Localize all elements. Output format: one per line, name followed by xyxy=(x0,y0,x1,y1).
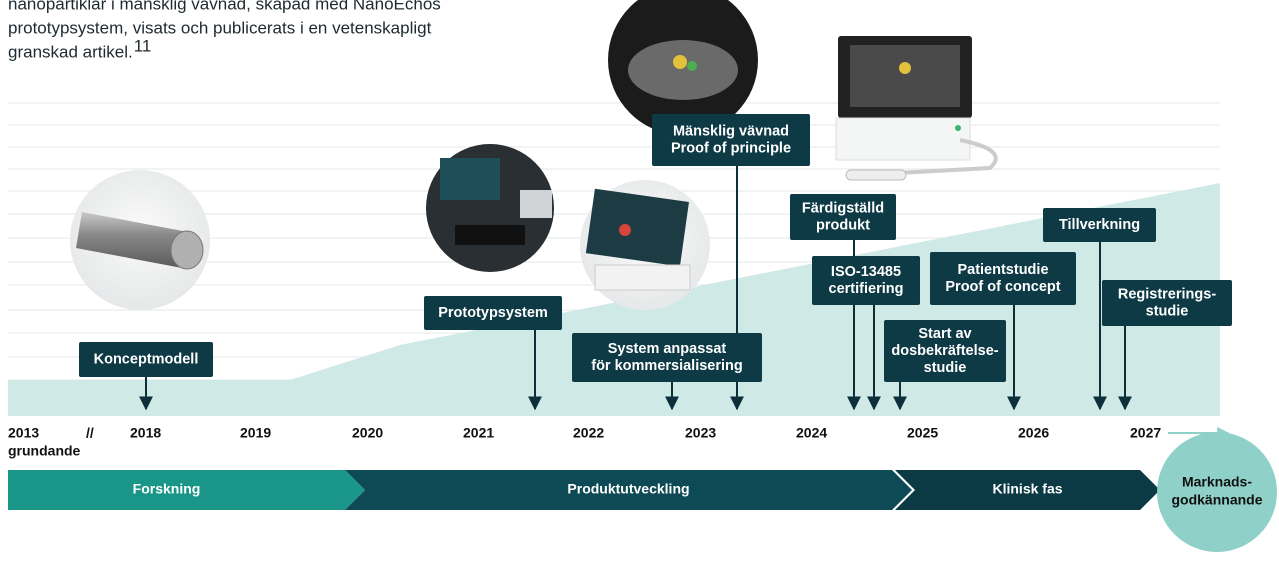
year-label: 2020 xyxy=(352,425,383,441)
year-label: 2024 xyxy=(796,425,827,441)
start-note: grundande xyxy=(8,443,81,459)
year-label: 2021 xyxy=(463,425,494,441)
year-label: 2027 xyxy=(1130,425,1161,441)
milestone-label: ISO-13485 xyxy=(831,264,901,280)
milestone-label: System anpassat xyxy=(608,341,727,357)
year-label: 2026 xyxy=(1018,425,1049,441)
image-device xyxy=(836,36,996,180)
intro-line: nanopartiklar i mänsklig vävnad, skapad … xyxy=(8,0,441,13)
milestone-label: Färdigställd xyxy=(802,200,884,216)
milestone-label: studie xyxy=(924,360,967,376)
phase-label: Forskning xyxy=(133,481,201,497)
milestone-label: för kommersialisering xyxy=(591,358,743,374)
milestone-label: Registrerings- xyxy=(1118,286,1216,302)
phases: Forskning Produktutveckling Klinisk fas xyxy=(8,470,1160,510)
year-label: 2013 xyxy=(8,425,39,441)
timeline-page: nanopartiklar i mänsklig vävnad, skapad … xyxy=(0,0,1279,556)
intro-line: granskad artikel. xyxy=(8,42,133,61)
milestone-label: certifiering xyxy=(829,281,904,297)
image-cylinder xyxy=(70,170,210,310)
milestone-label: Tillverkning xyxy=(1059,217,1140,233)
year-label: // xyxy=(86,425,94,441)
milestone-label: studie xyxy=(1146,303,1189,319)
phase-label: Klinisk fas xyxy=(992,481,1062,497)
milestone-label: Proof of principle xyxy=(671,140,791,156)
milestone-label: Proof of concept xyxy=(945,279,1060,295)
intro-text: nanopartiklar i mänsklig vävnad, skapad … xyxy=(8,0,441,61)
milestone-label: Start av xyxy=(918,326,971,342)
year-label: 2025 xyxy=(907,425,938,441)
goal-label: godkännande xyxy=(1171,492,1262,508)
image-tablet xyxy=(580,180,710,310)
image-prototype xyxy=(426,144,554,272)
milestone-label: Prototypsystem xyxy=(438,305,548,321)
phase-label: Produktutveckling xyxy=(567,481,689,497)
year-axis: 2013 // 2018 2019 2020 2021 2022 2023 2024 2025 20… xyxy=(8,425,1161,459)
milestone-label: dosbekräftelse- xyxy=(891,343,998,359)
milestone-label: Konceptmodell xyxy=(94,351,199,367)
footnote: 11 xyxy=(134,36,152,55)
intro-line: prototypsystem, visats och publicerats i… xyxy=(8,18,432,37)
year-label: 2023 xyxy=(685,425,716,441)
year-label: 2022 xyxy=(573,425,604,441)
year-label: 2019 xyxy=(240,425,271,441)
year-label: 2018 xyxy=(130,425,161,441)
milestone-label: produkt xyxy=(816,217,870,233)
milestone-label: Mänsklig vävnad xyxy=(673,123,789,139)
goal-label: Marknads- xyxy=(1182,474,1252,490)
milestone-label: Patientstudie xyxy=(957,262,1048,278)
